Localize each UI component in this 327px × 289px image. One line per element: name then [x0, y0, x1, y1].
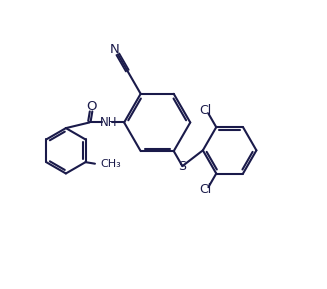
- Text: S: S: [179, 160, 186, 173]
- Text: N: N: [110, 43, 120, 56]
- Text: Cl: Cl: [199, 104, 211, 117]
- Text: NH: NH: [100, 116, 117, 129]
- Text: CH₃: CH₃: [100, 159, 121, 169]
- Text: O: O: [86, 100, 96, 113]
- Text: Cl: Cl: [199, 184, 211, 197]
